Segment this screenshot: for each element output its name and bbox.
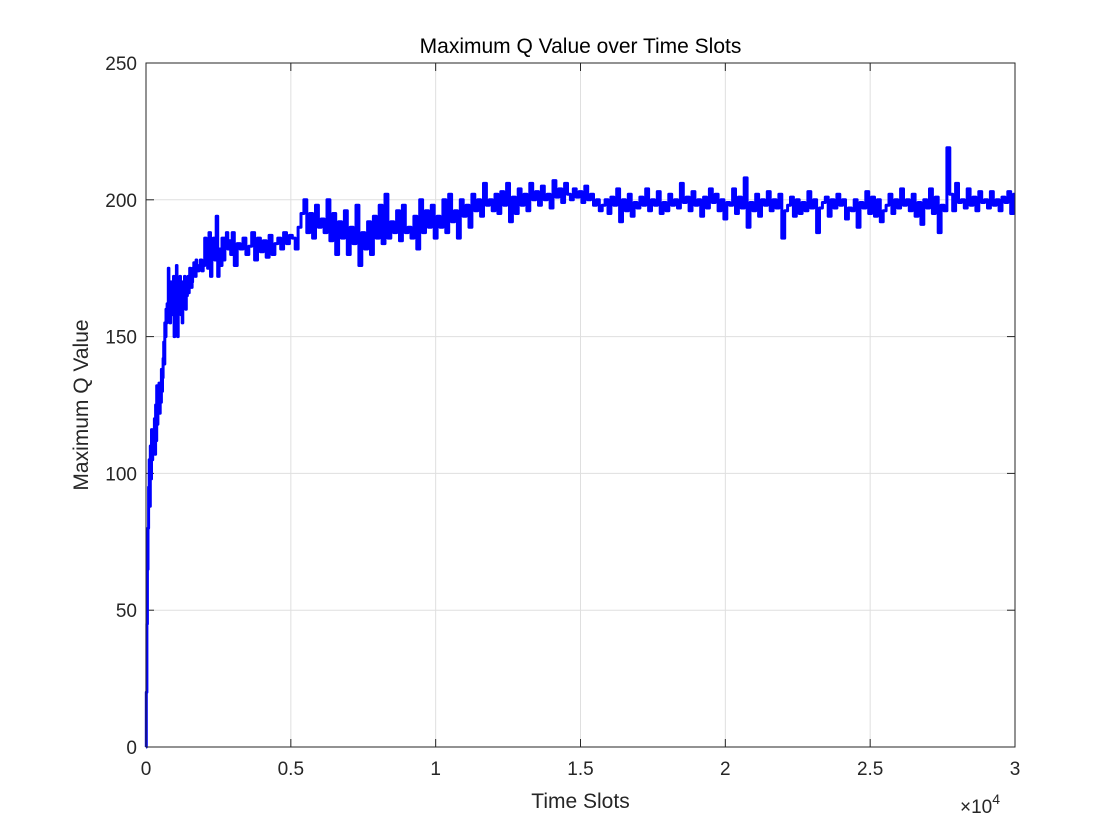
series-line-maximum-q-value [144, 146, 1016, 749]
y-tick-label: 150 [105, 328, 137, 349]
x-tick-label: 2.5 [857, 759, 883, 780]
x-tick-label: 1.5 [567, 759, 593, 780]
x-axis-label: Time Slots [531, 790, 629, 813]
x-tick-label: 0.5 [278, 759, 304, 780]
x-tick-label: 0 [141, 759, 152, 780]
y-tick-label: 100 [105, 464, 137, 485]
y-tick-label: 250 [105, 54, 137, 75]
y-tick-label: 0 [126, 738, 137, 759]
chart-title: Maximum Q Value over Time Slots [420, 35, 742, 58]
x-tick-label: 2 [720, 759, 731, 780]
x-exponent-power: 4 [992, 791, 1000, 807]
y-tick-label: 50 [116, 601, 137, 622]
y-tick-labels: 0 50 100 150 200 250 [105, 54, 137, 759]
plot-frame [145, 62, 1016, 748]
x-tick-label: 1 [430, 759, 441, 780]
x-tick-label: 3 [1010, 759, 1021, 780]
y-tick-label: 200 [105, 191, 137, 212]
x-axis-exponent-label: ×104 [960, 791, 1000, 818]
y-axis-label: Maximum Q Value [70, 319, 93, 490]
x-exponent-base: ×10 [960, 797, 992, 818]
x-tick-labels: 0 0.5 1 1.5 2 2.5 3 [141, 759, 1021, 780]
